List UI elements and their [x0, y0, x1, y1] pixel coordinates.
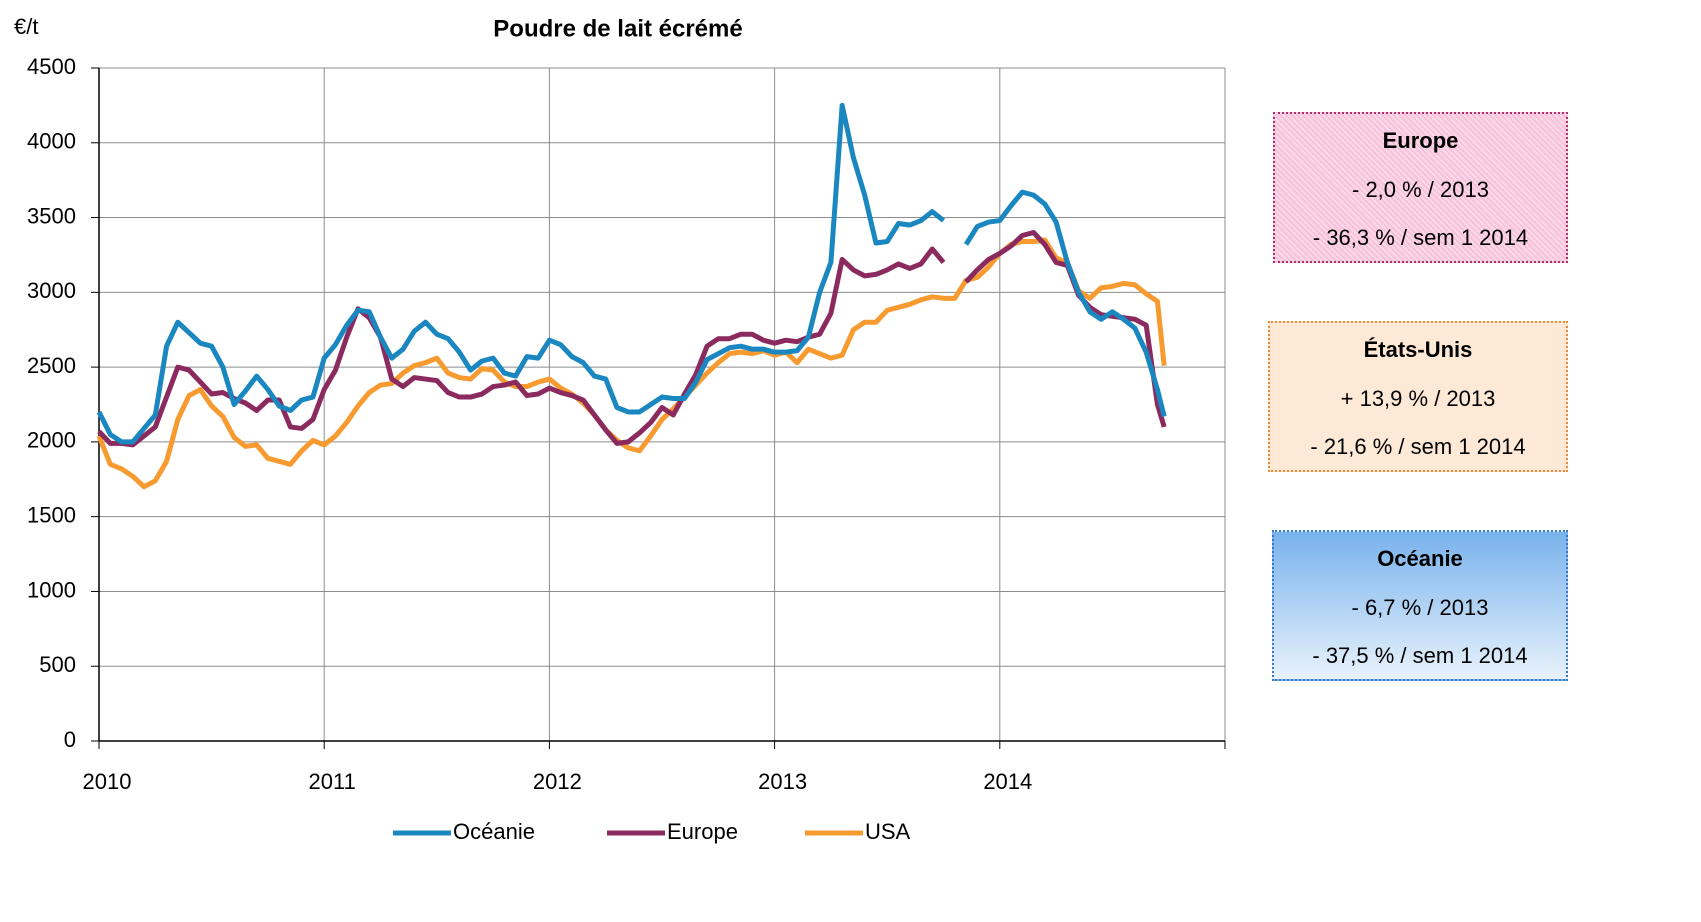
y-tick-label: 1000 — [27, 577, 76, 602]
annotation-line: - 36,3 % / sem 1 2014 — [1312, 225, 1529, 250]
legend-label: Europe — [667, 819, 738, 844]
x-tick-label: 2014 — [983, 769, 1032, 794]
annotation-title: Europe — [1382, 128, 1459, 153]
y-tick-label: 4500 — [27, 54, 76, 79]
annotation-line: - 21,6 % / sem 1 2014 — [1310, 434, 1526, 459]
annotation-box: Europe - 2,0 % / 2013 - 36,3 % / sem 1 201… — [1273, 112, 1568, 263]
x-tick-label: 2013 — [758, 769, 807, 794]
y-axis-label: €/t — [14, 14, 38, 39]
annotation-line: + 13,9 % / 2013 — [1340, 386, 1496, 411]
annotation-line: - 37,5 % / sem 1 2014 — [1312, 643, 1528, 668]
y-tick-label: 3500 — [27, 203, 76, 228]
x-tick-label: 2010 — [83, 769, 132, 794]
line-series — [96, 237, 1167, 490]
annotation-title: États-Unis — [1363, 337, 1473, 362]
y-tick-label: 500 — [39, 652, 76, 677]
line-series — [96, 102, 1167, 445]
legend-label: Océanie — [453, 819, 535, 844]
y-tick-label: 2500 — [27, 353, 76, 378]
annotation-title: Océanie — [1377, 546, 1463, 571]
chart-title: Poudre de lait écrémé — [493, 15, 742, 42]
annotation-line: - 6,7 % / 2013 — [1351, 595, 1489, 620]
y-tick-label: 2000 — [27, 428, 76, 453]
x-tick-label: 2011 — [309, 769, 356, 794]
legend-label: USA — [865, 819, 911, 844]
annotation-box: Océanie - 6,7 % / 2013 - 37,5 % / sem 1 20… — [1272, 530, 1568, 681]
y-tick-label: 1500 — [27, 502, 76, 527]
x-tick-label: 2012 — [533, 769, 582, 794]
y-tick-label: 4000 — [27, 129, 76, 154]
y-tick-label: 0 — [64, 727, 76, 752]
y-tick-label: 3000 — [27, 278, 76, 303]
annotation-line: - 2,0 % / 2013 — [1352, 177, 1489, 202]
annotation-box: États-Unis + 13,9 % / 2013 - 21,6 % / sem … — [1268, 321, 1568, 472]
